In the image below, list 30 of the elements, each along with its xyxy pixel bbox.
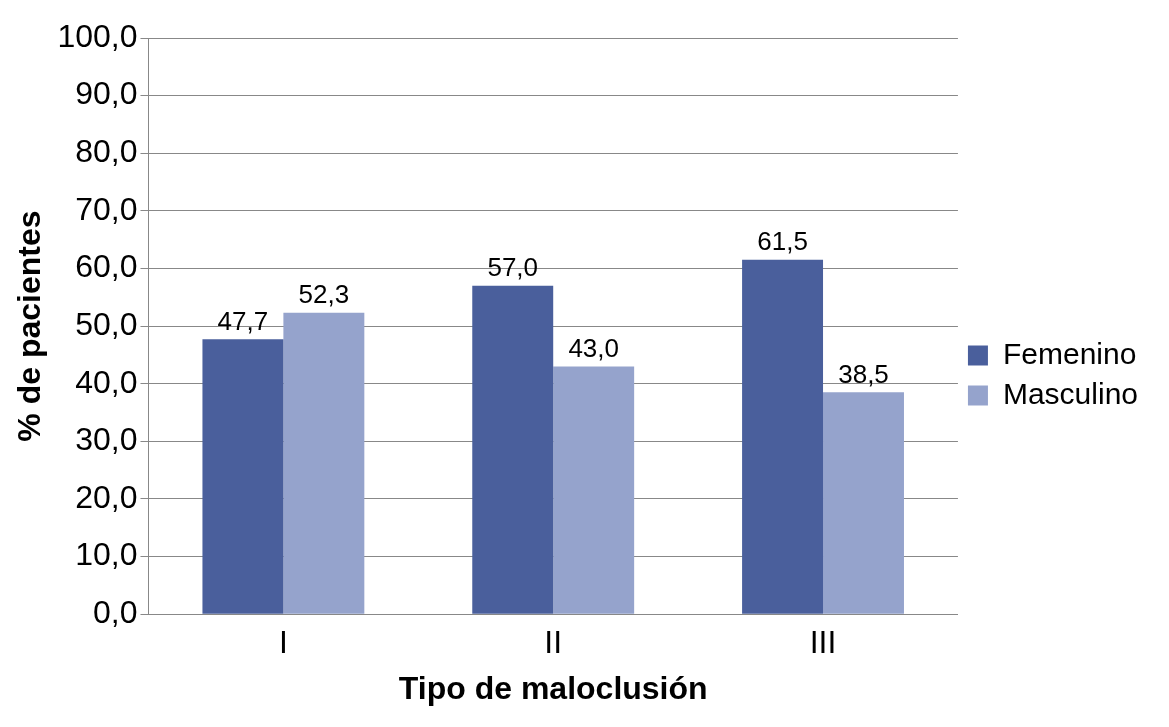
y-tick-label: 20,0	[75, 478, 138, 515]
data-label: 61,5	[757, 226, 808, 257]
x-tick-label: I	[278, 624, 288, 661]
legend-label: Femenino	[1002, 336, 1137, 370]
y-tick-label: 100,0	[57, 17, 138, 54]
y-tick-label: 70,0	[75, 190, 138, 227]
x-tick-label: II	[544, 624, 563, 661]
x-axis-title: Tipo de maloclusión	[398, 669, 708, 706]
data-label: 52,3	[298, 279, 350, 310]
bar	[553, 366, 635, 614]
y-tick-label: 30,0	[75, 421, 138, 458]
data-label: 47,7	[217, 305, 269, 336]
data-label: 43,0	[568, 332, 619, 363]
bar	[472, 285, 554, 614]
y-tick-label: 0,0	[92, 594, 138, 631]
y-tick-label: 60,0	[75, 248, 138, 285]
x-tick-label: III	[809, 624, 837, 661]
y-axis-title: % de pacientes	[11, 210, 48, 442]
y-tick-label: 40,0	[75, 363, 138, 400]
data-label: 57,0	[487, 251, 539, 282]
bar	[823, 392, 904, 614]
bar	[202, 339, 284, 614]
y-tick-label: 10,0	[75, 536, 138, 573]
bar	[742, 259, 824, 614]
y-tick-label: 80,0	[75, 133, 138, 170]
bar	[283, 312, 365, 614]
y-tick-label: 50,0	[75, 305, 138, 342]
y-tick-label: 90,0	[75, 75, 138, 112]
data-label: 38,5	[838, 358, 889, 389]
legend-label: Masculino	[1002, 376, 1138, 410]
